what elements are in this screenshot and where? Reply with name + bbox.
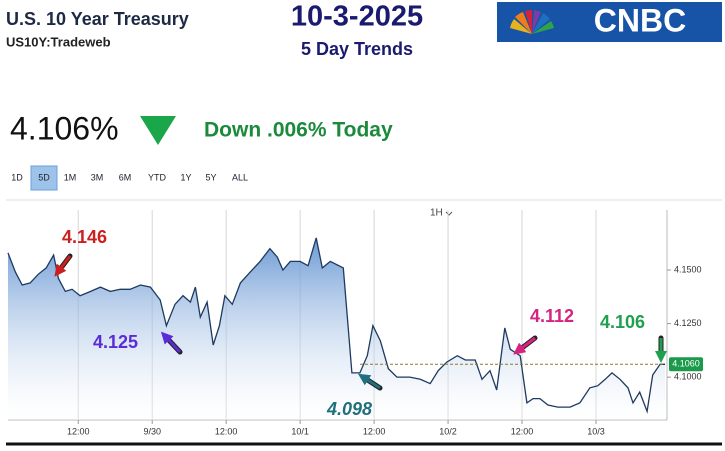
subtitle: US10Y:Tradeweb: [6, 34, 111, 49]
range-button[interactable]: YTD: [148, 172, 167, 182]
x-tick-label: 10/1: [291, 426, 309, 436]
line: [7, 237, 665, 414]
range-button[interactable]: 3M: [91, 172, 104, 182]
last-price-tag: [669, 357, 703, 372]
x-tick-label: 12:00: [215, 426, 238, 436]
range-button[interactable]: 1D: [11, 172, 23, 182]
y-tick-label: 4.1500: [674, 264, 702, 274]
range-button[interactable]: 1Y: [180, 172, 191, 182]
range-button[interactable]: 5D: [38, 172, 50, 182]
date: 10-3-2025: [291, 1, 423, 33]
range-button[interactable]: 6M: [119, 172, 132, 182]
annotation: 4.112: [530, 306, 574, 326]
x-tick-label: 12:00: [511, 426, 534, 436]
peacock: [510, 9, 554, 34]
price: 4.106%: [10, 110, 119, 146]
change: Down .006% Today: [204, 119, 393, 142]
logo-text: CNBC: [594, 2, 686, 38]
x-tick-label: 12:00: [363, 426, 386, 436]
annotation: 4.125: [93, 332, 138, 352]
annotation-arrow: [160, 331, 182, 354]
annotation-arrow: [513, 336, 536, 355]
y-tick-label: 4.1000: [674, 372, 702, 382]
x-tick-label: 12:00: [67, 426, 90, 436]
x-tick-label: 9/30: [143, 426, 161, 436]
x-tick-label: 10/2: [439, 426, 457, 436]
last-price-label: 4.1060: [672, 359, 700, 369]
area: [8, 237, 665, 420]
x-tick-label: 10/3: [587, 426, 605, 436]
chevron: [445, 211, 453, 216]
annotation-arrow: [357, 373, 381, 390]
annotation: 4.106: [600, 312, 645, 332]
range-selected: [30, 165, 58, 191]
down-triangle: [140, 116, 176, 145]
title: U.S. 10 Year Treasury: [6, 9, 189, 29]
range-button[interactable]: ALL: [232, 172, 248, 182]
range-button[interactable]: 1M: [64, 172, 77, 182]
annotation-arrow: [54, 255, 72, 277]
y-tick-label: 4.1250: [674, 318, 702, 328]
annotation: 4.098: [326, 399, 372, 419]
annotation: 4.146: [62, 227, 107, 247]
interval[interactable]: 1H: [430, 208, 443, 219]
range-button[interactable]: 5Y: [205, 172, 216, 182]
range-selector: 1D 5D 1M 3M 6M YTD 1Y 5Y ALL: [11, 165, 248, 191]
trend-label: 5 Day Trends: [301, 39, 413, 59]
logo: CNBC: [497, 2, 722, 42]
